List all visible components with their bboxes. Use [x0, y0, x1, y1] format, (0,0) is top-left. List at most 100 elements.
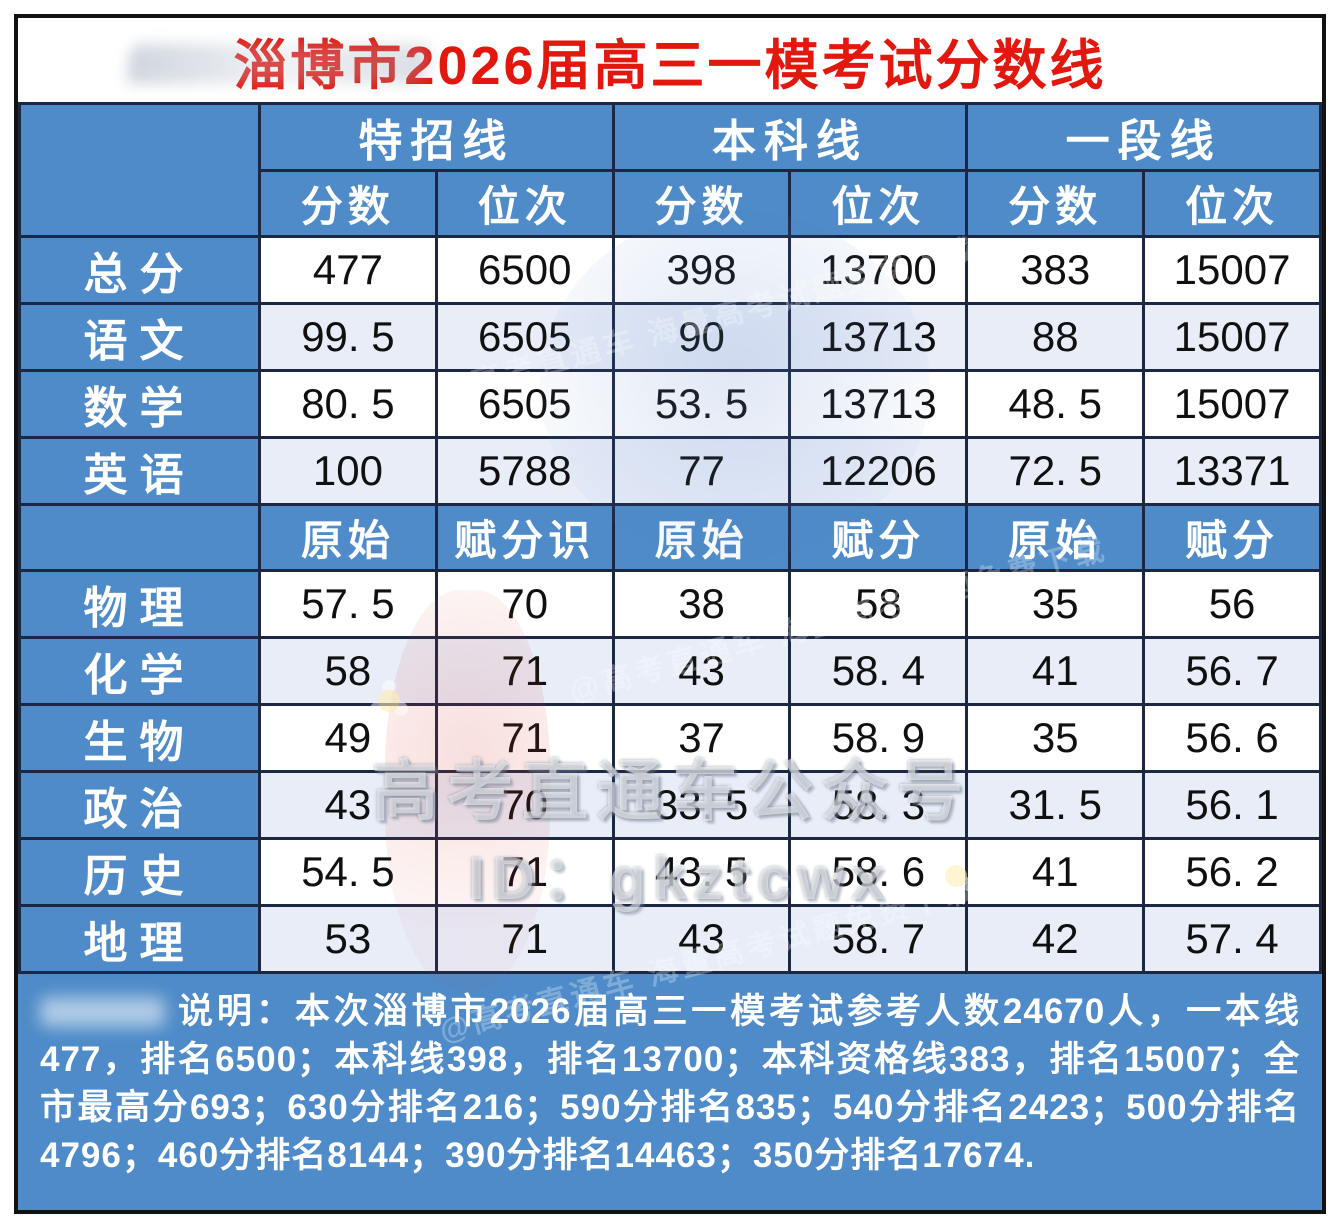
- sub-header-cell: 原始: [611, 503, 792, 572]
- page-title: 淄博市2026届高三一模考试分数线: [233, 35, 1107, 96]
- value-cell: 41: [965, 837, 1146, 907]
- sub-header-cell: 原始: [965, 503, 1146, 572]
- value-cell: 57. 5: [258, 569, 438, 639]
- corner-cell: [18, 503, 261, 572]
- value-cell: 72. 5: [965, 436, 1146, 506]
- value-cell: 54. 5: [258, 837, 438, 907]
- group-header-tezhao: 特招线: [258, 102, 615, 172]
- sub-header-row-raw-assigned: 原始 赋分识 原始 赋分 原始 赋分: [18, 503, 1322, 572]
- value-cell: 13713: [788, 369, 969, 439]
- sub-header-cell: 赋分识: [434, 503, 615, 572]
- erased-watermark-smudge: [125, 44, 431, 84]
- subject-cell: 物理: [18, 569, 261, 639]
- value-cell: 58: [258, 636, 438, 706]
- table-row-shengwu: 生物 49 71 37 58. 9 35 56. 6: [18, 703, 1322, 773]
- value-cell: 33. 5: [611, 770, 792, 840]
- value-cell: 77: [611, 436, 792, 506]
- group-header-yiduan: 一段线: [965, 102, 1322, 172]
- sub-header-cell: 赋分: [788, 503, 969, 572]
- value-cell: 56. 7: [1142, 636, 1322, 706]
- value-cell: 71: [434, 904, 615, 974]
- value-cell: 88: [965, 302, 1146, 372]
- value-cell: 15007: [1142, 235, 1322, 305]
- table-row-lishi: 历史 54. 5 71 43. 5 58. 6 41 56. 2: [18, 837, 1322, 907]
- sub-header-cell: 位次: [1142, 169, 1322, 238]
- table-row-yuwen: 语文 99. 5 6505 90 13713 88 15007: [18, 302, 1322, 372]
- subject-cell: 化学: [18, 636, 261, 706]
- value-cell: 56. 2: [1142, 837, 1322, 907]
- value-cell: 15007: [1142, 302, 1322, 372]
- value-cell: 58. 7: [788, 904, 969, 974]
- table-row-yingyu: 英语 100 5788 77 12206 72. 5 13371: [18, 436, 1322, 506]
- footer-note: 说明：本次淄博市2026届高三一模考试参考人数24670人，一本线477，排名6…: [40, 988, 1300, 1180]
- value-cell: 90: [611, 302, 792, 372]
- value-cell: 43: [611, 904, 792, 974]
- table-row-wuli: 物理 57. 5 70 38 58 35 56: [18, 569, 1322, 639]
- value-cell: 49: [258, 703, 438, 773]
- value-cell: 5788: [434, 436, 615, 506]
- subject-cell: 数学: [18, 369, 261, 439]
- value-cell: 99. 5: [258, 302, 438, 372]
- value-cell: 41: [965, 636, 1146, 706]
- value-cell: 58. 9: [788, 703, 969, 773]
- value-cell: 70: [434, 569, 615, 639]
- value-cell: 6505: [434, 369, 615, 439]
- value-cell: 56: [1142, 569, 1322, 639]
- value-cell: 477: [258, 235, 438, 305]
- group-header-benke: 本科线: [611, 102, 969, 172]
- note-text: 本次淄博市2026届高三一模考试参考人数24670人，一本线477，排名6500…: [40, 992, 1300, 1175]
- value-cell: 58. 3: [788, 770, 969, 840]
- score-table: 特招线 本科线 一段线 分数 位次 分数 位次 分数 位次 总分 477 650…: [18, 102, 1322, 974]
- title-bar: 淄博市2026届高三一模考试分数线: [18, 18, 1322, 102]
- value-cell: 53: [258, 904, 438, 974]
- subject-cell: 英语: [18, 436, 261, 506]
- table-row-zhengzhi: 政治 43 70 33. 5 58. 3 31. 5 56. 1: [18, 770, 1322, 840]
- sub-header-cell: 位次: [434, 169, 615, 238]
- poster-board: 淄博市2026届高三一模考试分数线 特招线 本科线 一段线 分数 位次 分数 位…: [14, 14, 1326, 1214]
- sub-header-cell: 赋分: [1142, 503, 1322, 572]
- value-cell: 56. 1: [1142, 770, 1322, 840]
- value-cell: 37: [611, 703, 792, 773]
- value-cell: 398: [611, 235, 792, 305]
- sub-header-cell: 位次: [788, 169, 969, 238]
- value-cell: 13700: [788, 235, 969, 305]
- table-row-huaxue: 化学 58 71 43 58. 4 41 56. 7: [18, 636, 1322, 706]
- value-cell: 56. 6: [1142, 703, 1322, 773]
- value-cell: 383: [965, 235, 1146, 305]
- sub-header-cell: 分数: [611, 169, 792, 238]
- value-cell: 58. 6: [788, 837, 969, 907]
- subject-cell: 政治: [18, 770, 261, 840]
- value-cell: 48. 5: [965, 369, 1146, 439]
- subject-cell: 总分: [18, 235, 261, 305]
- value-cell: 43. 5: [611, 837, 792, 907]
- value-cell: 53. 5: [611, 369, 792, 439]
- corner-cell: [18, 102, 261, 238]
- subject-cell: 地理: [18, 904, 261, 974]
- value-cell: 35: [965, 703, 1146, 773]
- sub-header-row-score-rank: 分数 位次 分数 位次 分数 位次: [20, 169, 1322, 238]
- table-row-shuxue: 数学 80. 5 6505 53. 5 13713 48. 5 15007: [18, 369, 1322, 439]
- value-cell: 6505: [434, 302, 615, 372]
- sub-header-cell: 分数: [965, 169, 1146, 238]
- value-cell: 31. 5: [965, 770, 1146, 840]
- subject-cell: 语文: [18, 302, 261, 372]
- table-row-zongfen: 总分 477 6500 398 13700 383 15007: [18, 235, 1322, 305]
- value-cell: 100: [258, 436, 438, 506]
- value-cell: 13713: [788, 302, 969, 372]
- blurred-watermark-smudge: [40, 997, 165, 1027]
- value-cell: 58: [788, 569, 969, 639]
- value-cell: 58. 4: [788, 636, 969, 706]
- value-cell: 71: [434, 837, 615, 907]
- value-cell: 12206: [788, 436, 969, 506]
- value-cell: 42: [965, 904, 1146, 974]
- value-cell: 57. 4: [1142, 904, 1322, 974]
- sub-header-cell: 分数: [258, 169, 438, 238]
- value-cell: 13371: [1142, 436, 1322, 506]
- subject-cell: 历史: [18, 837, 261, 907]
- value-cell: 80. 5: [258, 369, 438, 439]
- value-cell: 6500: [434, 235, 615, 305]
- value-cell: 35: [965, 569, 1146, 639]
- value-cell: 38: [611, 569, 792, 639]
- value-cell: 70: [434, 770, 615, 840]
